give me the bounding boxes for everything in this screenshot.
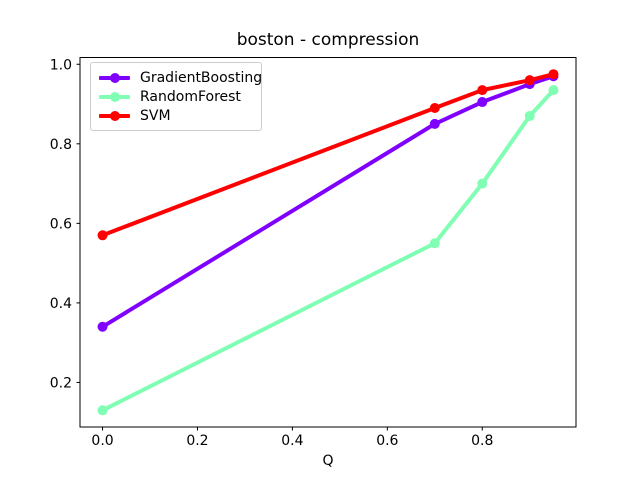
x-tick-label: 0.0 [91,433,113,449]
legend-item-svm: SVM [99,106,253,125]
y-tick-label: 0.6 [50,216,72,232]
x-axis-label: Q [322,453,334,469]
data-point-marker [477,178,488,189]
plot-area [79,57,577,428]
data-point-marker [477,97,488,108]
y-tick-label: 0.2 [50,375,72,391]
x-tick-label: 0.4 [281,433,303,449]
legend-label: GradientBoosting [140,69,263,86]
data-point-marker [524,110,535,121]
data-point-marker [548,85,559,96]
legend-item-randomforest: RandomForest [99,87,253,106]
series-line [101,88,555,413]
legend-line-marker-icon [99,109,130,123]
y-tick-label: 0.4 [50,296,72,312]
data-point-marker [548,69,559,80]
y-tick-label: 0.8 [50,137,72,153]
chart-title: boston - compression [236,30,420,50]
legend-label: RandomForest [140,88,241,105]
legend-line-marker-icon [99,90,130,104]
data-point-marker [429,238,440,249]
x-axis: 0.0 0.2 0.4 0.6 0.8 [91,427,493,449]
x-tick-label: 0.2 [186,433,208,449]
y-axis: 0.2 0.4 0.6 0.8 1.0 [50,57,80,391]
y-tick-label: 1.0 [50,57,72,73]
data-point-marker [429,118,440,129]
legend: GradientBoosting RandomForest SVM [90,62,262,131]
data-point-marker [97,405,108,416]
series-randomforest [97,85,559,416]
legend-line-marker-icon [99,71,130,85]
series-svm [97,69,559,241]
data-point-marker [97,321,108,332]
legend-label: SVM [140,107,171,124]
x-tick-label: 0.8 [471,433,493,449]
data-point-marker [477,85,488,96]
x-tick-label: 0.6 [376,433,398,449]
legend-item-gradientboosting: GradientBoosting [99,68,262,87]
data-point-marker [524,75,535,86]
data-point-marker [97,230,108,241]
data-point-marker [429,103,440,114]
